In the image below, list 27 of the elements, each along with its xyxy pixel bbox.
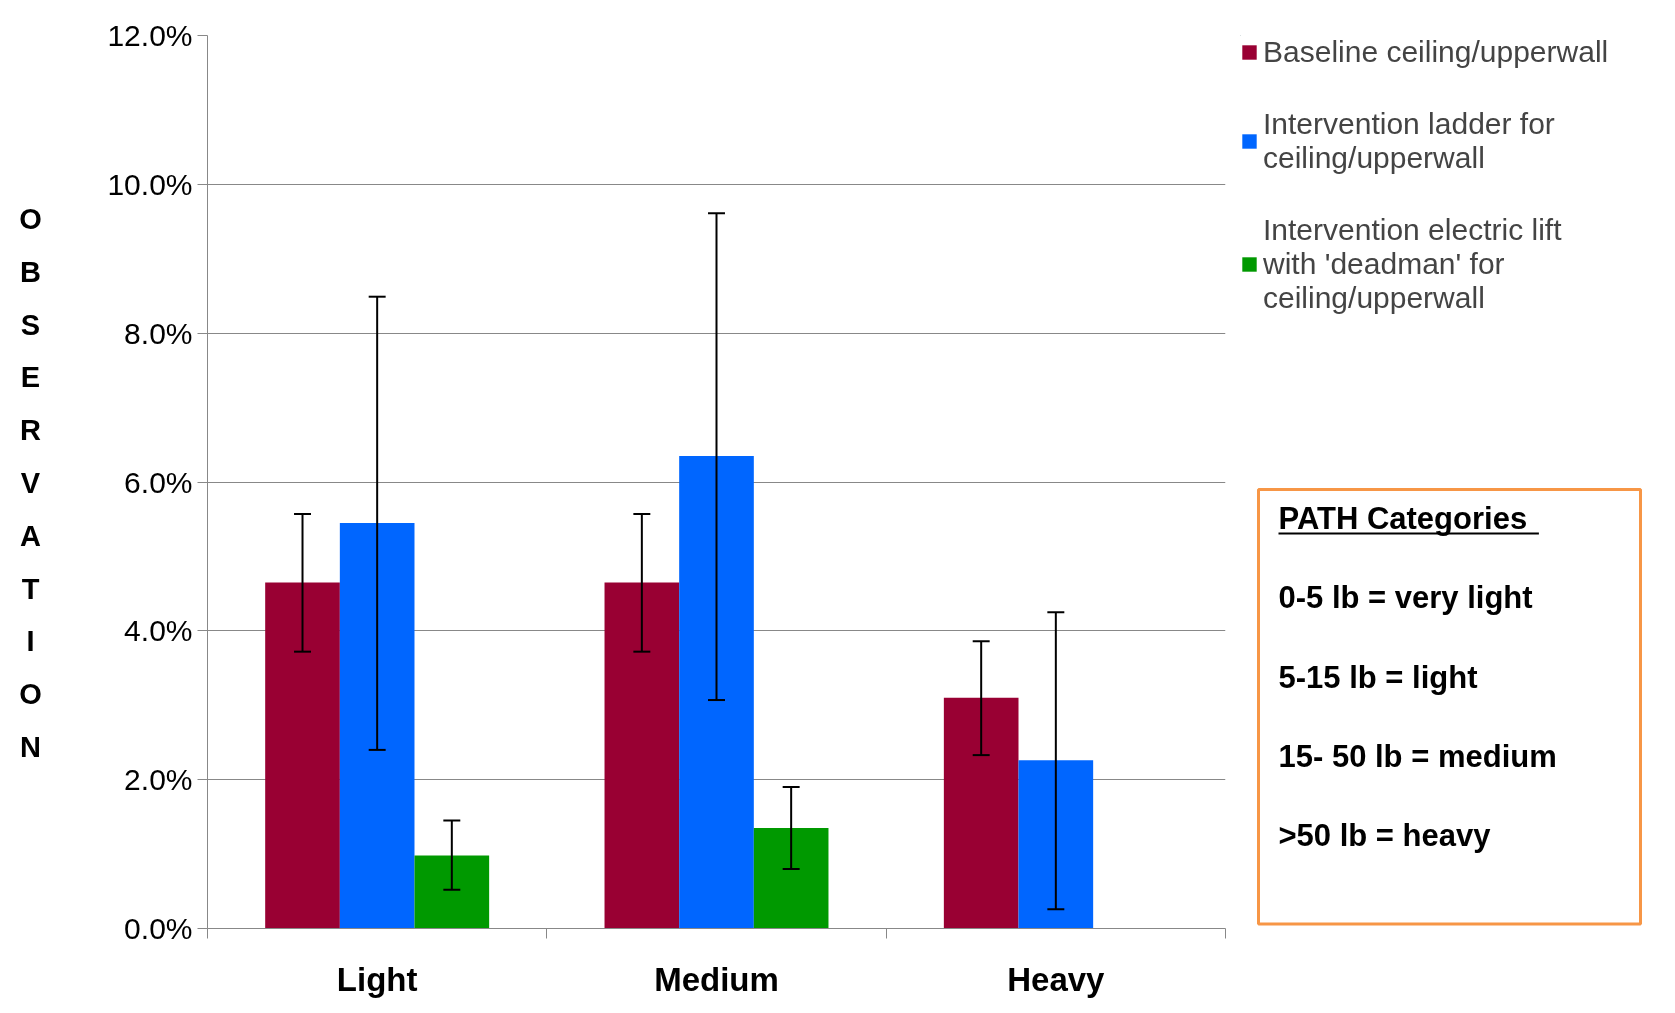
bar xyxy=(339,522,415,929)
legend-label: Baseline ceiling/upperwall xyxy=(1263,35,1609,69)
bar xyxy=(265,582,340,929)
y-tick-label: 12.0% xyxy=(107,19,193,52)
text: 5-15 lb = light xyxy=(1278,659,1478,695)
text: 15- 50 lb = medium xyxy=(1278,739,1557,775)
text: >50 lb = heavy xyxy=(1278,818,1492,854)
x-tick-label: Light xyxy=(336,960,418,998)
y-tick-label: 8.0% xyxy=(124,316,193,350)
x-tick-label: Medium xyxy=(654,960,779,998)
legend-label: Intervention ladder for ceiling/upperwall xyxy=(1263,107,1555,175)
bar xyxy=(679,455,754,929)
bar xyxy=(753,828,829,929)
text: OBSERVATION xyxy=(19,202,42,763)
text: PATH Categories xyxy=(1278,501,1528,537)
y-tick-label: 10.0% xyxy=(107,167,193,201)
bar xyxy=(414,855,490,929)
bar xyxy=(943,697,1019,929)
bar xyxy=(604,582,680,929)
y-tick-label: 2.0% xyxy=(124,763,193,797)
y-tick-label: 0.0% xyxy=(124,912,193,945)
legend-label: Intervention electric lift with 'deadman' for ceiling/upperwall xyxy=(1263,213,1562,315)
y-tick-label: 6.0% xyxy=(124,465,193,499)
text: 0-5 lb = very light xyxy=(1278,580,1533,616)
bar xyxy=(1018,760,1094,929)
x-tick-label: Heavy xyxy=(1007,960,1106,998)
y-tick-label: 4.0% xyxy=(124,614,193,648)
